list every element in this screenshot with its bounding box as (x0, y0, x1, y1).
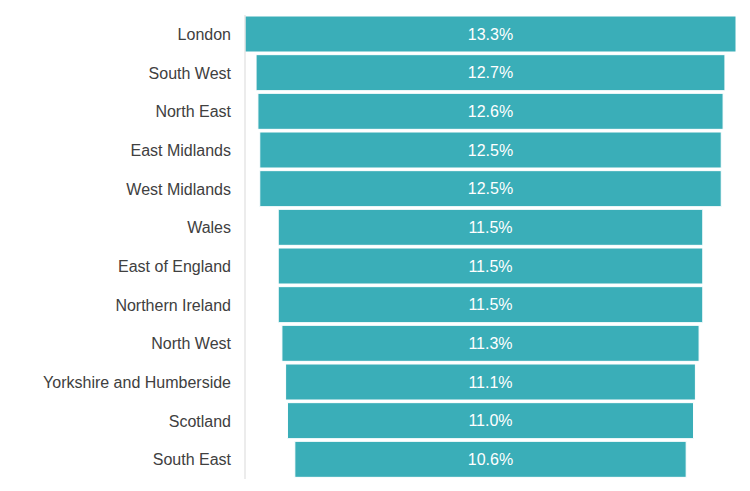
svg-text:10.6%: 10.6% (468, 451, 513, 468)
svg-text:11.1%: 11.1% (468, 374, 512, 391)
svg-text:12.6%: 12.6% (468, 103, 513, 120)
svg-text:11.0%: 11.0% (468, 412, 512, 429)
svg-text:West Midlands: West Midlands (126, 181, 231, 198)
svg-text:12.5%: 12.5% (468, 180, 513, 197)
svg-text:11.5%: 11.5% (468, 258, 512, 275)
svg-text:London: London (178, 26, 231, 43)
svg-text:12.5%: 12.5% (468, 142, 513, 159)
svg-text:Wales: Wales (187, 219, 231, 236)
svg-text:South West: South West (149, 65, 232, 82)
svg-text:East Midlands: East Midlands (131, 142, 232, 159)
svg-text:South East: South East (153, 451, 232, 468)
svg-text:Scotland: Scotland (169, 413, 231, 430)
svg-text:11.5%: 11.5% (468, 219, 512, 236)
svg-text:11.3%: 11.3% (468, 335, 512, 352)
svg-text:East of England: East of England (118, 258, 231, 275)
svg-text:North East: North East (155, 103, 231, 120)
svg-text:North West: North West (151, 335, 231, 352)
svg-text:Yorkshire and Humberside: Yorkshire and Humberside (43, 374, 231, 391)
svg-text:Northern Ireland: Northern Ireland (115, 297, 231, 314)
svg-text:11.5%: 11.5% (468, 296, 512, 313)
svg-text:12.7%: 12.7% (468, 64, 513, 81)
svg-text:13.3%: 13.3% (468, 26, 513, 43)
